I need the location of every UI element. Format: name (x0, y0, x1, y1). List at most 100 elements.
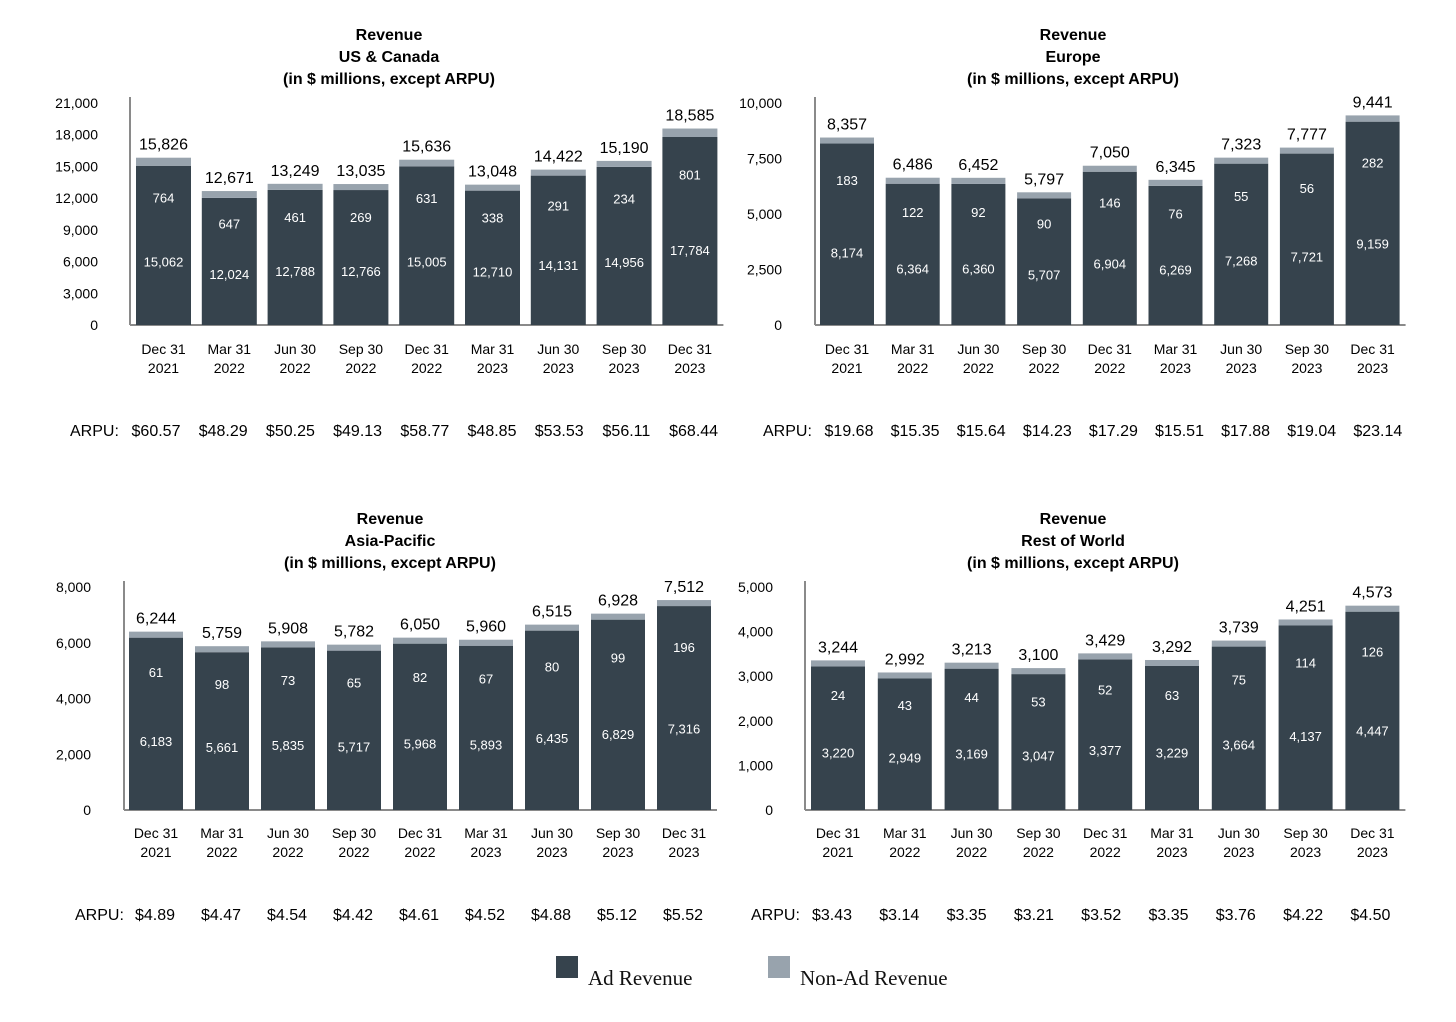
bar-non-ad-value-label: 99 (611, 651, 625, 666)
y-tick-label: 8,000 (56, 579, 91, 595)
bar-ad-revenue (944, 668, 999, 810)
bar-total-label: 3,739 (1219, 620, 1259, 637)
bar-non-ad-value-label: 55 (1234, 189, 1248, 204)
bar-total-label: 7,323 (1221, 137, 1261, 154)
bar-non-ad-value-label: 67 (479, 672, 493, 687)
arpu-value: $4.52 (465, 907, 505, 924)
x-tick-label: Sep 30 (1022, 341, 1067, 357)
x-tick-label-year: 2023 (1223, 844, 1254, 860)
arpu-value: $4.88 (531, 907, 571, 924)
x-tick-label: Mar 31 (208, 341, 252, 357)
x-tick-label-year: 2023 (1290, 844, 1321, 860)
legend-label-ad-revenue: Ad Revenue (588, 966, 693, 990)
legend-item-non-ad-revenue: Non-Ad Revenue (768, 956, 948, 991)
arpu-value: $4.54 (267, 907, 307, 924)
bar-ad-revenue (399, 166, 455, 325)
chart-title-line: (in $ millions, except ARPU) (967, 71, 1179, 88)
bar-ad-value-label: 6,364 (896, 261, 929, 276)
bar-ad-revenue (662, 136, 718, 325)
bar-non-ad-value-label: 114 (1295, 655, 1316, 670)
bar-ad-revenue (195, 652, 249, 810)
legend-swatch-non-ad-revenue (768, 956, 790, 978)
bar-non-ad-revenue (885, 177, 940, 184)
bar-non-ad-revenue (1078, 653, 1133, 660)
bar-non-ad-revenue (136, 157, 191, 166)
x-tick-label-year: 2023 (602, 844, 633, 860)
x-tick-label: Mar 31 (471, 341, 515, 357)
bar-non-ad-value-label: 801 (679, 168, 701, 183)
x-tick-label: Jun 30 (267, 825, 309, 841)
bar-ad-revenue (1078, 659, 1133, 810)
bar-ad-revenue (465, 190, 520, 325)
arpu-value: $68.44 (669, 423, 718, 440)
bar-non-ad-value-label: 234 (613, 192, 635, 207)
x-tick-label: Dec 31 (1350, 341, 1395, 357)
x-tick-label-year: 2022 (889, 844, 920, 860)
x-tick-label: Jun 30 (531, 825, 573, 841)
x-tick-label: Mar 31 (1154, 341, 1198, 357)
bar-total-label: 6,928 (598, 593, 638, 610)
bar-total-label: 13,249 (271, 163, 320, 180)
bar-ad-value-label: 5,893 (470, 737, 503, 752)
x-tick-label: Dec 31 (662, 825, 707, 841)
x-tick-label-year: 2021 (140, 844, 171, 860)
arpu-label: ARPU: (70, 423, 119, 440)
bar-ad-revenue (1214, 163, 1269, 325)
bar-total-label: 3,429 (1085, 632, 1125, 649)
x-tick-label-year: 2022 (345, 360, 376, 376)
x-tick-label: Dec 31 (668, 341, 713, 357)
x-tick-label: Sep 30 (1285, 341, 1330, 357)
chart-title-line: Europe (1045, 49, 1100, 66)
bar-ad-value-label: 4,137 (1289, 729, 1322, 744)
bar-total-label: 5,797 (1024, 171, 1064, 188)
arpu-value: $3.35 (1148, 907, 1188, 924)
bar-ad-revenue (136, 165, 191, 325)
x-tick-label: Sep 30 (1016, 825, 1061, 841)
bar-non-ad-value-label: 65 (347, 676, 361, 691)
bar-non-ad-revenue (877, 672, 932, 679)
x-tick-label-year: 2023 (1160, 360, 1191, 376)
arpu-value: $4.22 (1283, 907, 1323, 924)
x-tick-label: Dec 31 (816, 825, 861, 841)
chart-title-line: (in $ millions, except ARPU) (284, 555, 496, 572)
bar-total-label: 6,244 (136, 611, 176, 628)
x-tick-label: Jun 30 (1220, 341, 1262, 357)
y-tick-label: 5,000 (747, 206, 782, 222)
x-tick-label-year: 2021 (831, 360, 862, 376)
bar-non-ad-revenue (1017, 192, 1072, 199)
arpu-label: ARPU: (751, 907, 800, 924)
x-tick-label-year: 2022 (1023, 844, 1054, 860)
y-tick-label: 2,000 (56, 746, 91, 762)
arpu-value: $3.21 (1014, 907, 1054, 924)
bar-total-label: 7,512 (664, 579, 704, 596)
bar-total-label: 6,515 (532, 604, 572, 621)
bar-ad-value-label: 12,766 (341, 264, 381, 279)
bar-non-ad-revenue (333, 184, 389, 191)
bar-ad-revenue (1017, 198, 1072, 325)
x-tick-label-year: 2022 (411, 360, 442, 376)
bar-non-ad-revenue (465, 184, 520, 191)
bar-non-ad-revenue (944, 662, 999, 669)
bar-ad-value-label: 6,435 (536, 731, 569, 746)
bar-total-label: 14,422 (534, 149, 583, 166)
y-tick-label: 4,000 (738, 624, 773, 640)
arpu-value: $3.35 (947, 907, 987, 924)
arpu-value: $50.25 (266, 423, 315, 440)
arpu-value: $5.52 (663, 907, 703, 924)
x-tick-label-year: 2022 (1094, 360, 1125, 376)
bar-ad-value-label: 5,717 (338, 739, 371, 754)
chart-panel-4: Revenue Rest of World (in $ millions, exce… (738, 511, 1406, 924)
x-tick-label: Dec 31 (1350, 825, 1395, 841)
y-tick-label: 4,000 (56, 691, 91, 707)
bar-ad-value-label: 3,229 (1156, 745, 1189, 760)
bar-non-ad-revenue (1345, 115, 1400, 122)
chart-title-line: (in $ millions, except ARPU) (283, 71, 495, 88)
bar-total-label: 8,357 (827, 117, 867, 134)
bar-total-label: 12,671 (205, 170, 254, 187)
x-tick-label: Dec 31 (825, 341, 870, 357)
x-tick-label-year: 2023 (470, 844, 501, 860)
y-tick-label: 0 (774, 317, 782, 333)
bar-ad-value-label: 17,784 (670, 243, 710, 258)
bar-non-ad-value-label: 76 (1168, 207, 1182, 222)
bar-non-ad-revenue (1345, 605, 1400, 612)
